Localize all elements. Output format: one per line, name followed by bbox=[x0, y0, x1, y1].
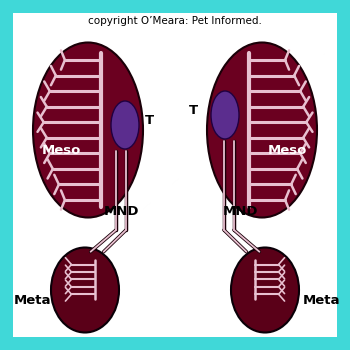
Text: MND: MND bbox=[223, 205, 259, 218]
Text: Meso: Meso bbox=[267, 144, 307, 156]
Text: Meta: Meta bbox=[302, 294, 340, 307]
Ellipse shape bbox=[33, 42, 143, 217]
Text: MND: MND bbox=[104, 205, 140, 218]
Text: T: T bbox=[145, 113, 154, 126]
Text: T: T bbox=[189, 104, 198, 117]
FancyBboxPatch shape bbox=[13, 13, 337, 337]
Text: Meso: Meso bbox=[42, 144, 81, 156]
Text: Meta: Meta bbox=[14, 294, 51, 307]
FancyBboxPatch shape bbox=[8, 8, 342, 342]
Ellipse shape bbox=[111, 101, 139, 149]
Ellipse shape bbox=[211, 91, 239, 139]
Text: copyright O’Meara: Pet Informed.: copyright O’Meara: Pet Informed. bbox=[88, 16, 262, 26]
Ellipse shape bbox=[231, 247, 299, 332]
Ellipse shape bbox=[207, 42, 317, 217]
Ellipse shape bbox=[51, 247, 119, 332]
